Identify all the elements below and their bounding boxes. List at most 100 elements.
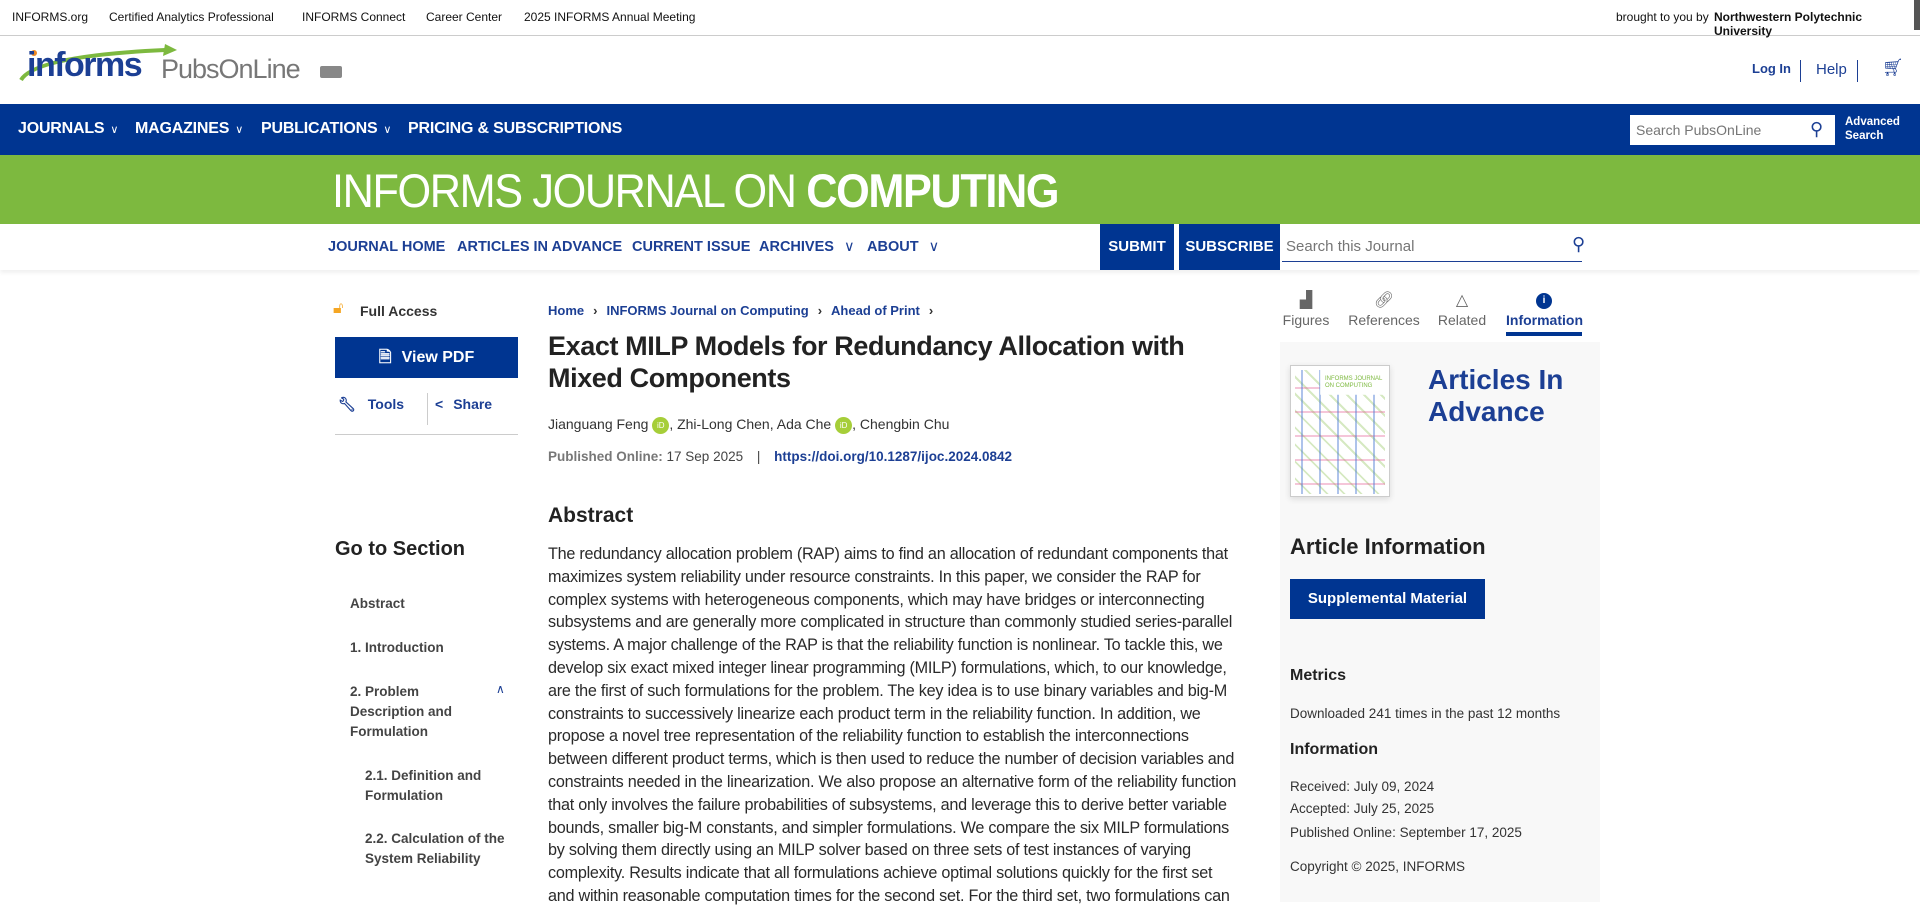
chevron-up-icon[interactable]: ∧ xyxy=(496,682,505,696)
author-link[interactable]: Ada Che xyxy=(776,416,832,432)
orcid-icon[interactable]: iD xyxy=(835,417,853,434)
search-icon[interactable]: ⚲ xyxy=(1810,119,1824,139)
abstract-line: between different product terms, which i… xyxy=(548,750,1235,769)
tools-button[interactable]: 🔧︎ Tools xyxy=(338,396,404,413)
jnav-articles-in-advance[interactable]: ARTICLES IN ADVANCE xyxy=(457,239,623,255)
section-link-problem[interactable]: 2. Problem Description and Formulation xyxy=(350,684,453,739)
goto-section-heading: Go to Section xyxy=(335,538,465,560)
tools-label: Tools xyxy=(367,396,405,412)
tab-related[interactable]: △ Related xyxy=(1436,290,1488,328)
cover-title: INFORMS JOURNAL ON COMPUTING xyxy=(1325,376,1382,390)
abstract-line: by solving them directly using an MILP s… xyxy=(548,841,1191,860)
pubsonline-logo[interactable]: informs PubsOnLine xyxy=(15,44,345,86)
divider xyxy=(1800,60,1801,82)
section-link-2-2[interactable]: 2.2. Calculation of the System Reliabili… xyxy=(365,831,505,866)
breadcrumb-ahead-of-print[interactable]: Ahead of Print xyxy=(831,303,920,318)
section-link-abstract[interactable]: Abstract xyxy=(350,596,405,611)
chevron-right-icon: › xyxy=(928,303,934,318)
pubsonline-search: ⚲ xyxy=(1630,115,1835,145)
nav-magazines[interactable]: MAGAZINES ∨ xyxy=(135,120,243,138)
abstract-line: are the first of such formulations for t… xyxy=(548,681,1227,700)
article-info-heading: Article Information xyxy=(1290,534,1486,559)
pubsonline-search-input[interactable] xyxy=(1630,115,1800,145)
divider xyxy=(427,393,428,425)
view-pdf-button[interactable]: 🗎 View PDF xyxy=(335,337,518,378)
tab-information[interactable]: i Information xyxy=(1506,290,1583,336)
tab-references[interactable]: 🔗︎ References xyxy=(1347,290,1421,328)
tab-label: Related xyxy=(1437,312,1487,328)
journal-banner: INFORMS JOURNAL ON COMPUTING xyxy=(0,155,1920,224)
help-link[interactable]: Help xyxy=(1816,61,1847,78)
tab-figures[interactable]: ▟ Figures xyxy=(1280,290,1332,328)
image-icon: ▟ xyxy=(1299,292,1313,309)
open-lock-icon: 🔓︎ xyxy=(333,300,344,317)
jnav-about[interactable]: ABOUT ∨ xyxy=(867,239,939,255)
supplemental-material-button[interactable]: Supplemental Material xyxy=(1290,579,1485,619)
chevron-right-icon: › xyxy=(817,303,823,318)
nav-pricing[interactable]: PRICING & SUBSCRIPTIONS xyxy=(408,120,623,137)
link-informs-connect[interactable]: INFORMS Connect xyxy=(302,10,406,24)
breadcrumb-journal[interactable]: INFORMS Journal on Computing xyxy=(606,303,809,318)
doi-link[interactable]: https://doi.org/10.1287/ijoc.2024.0842 xyxy=(774,449,1013,464)
submit-button[interactable]: SUBMIT xyxy=(1100,224,1174,270)
author-link[interactable]: Jianguang Feng xyxy=(548,416,649,432)
published-label: Published Online: xyxy=(548,449,663,464)
jnav-journal-home[interactable]: JOURNAL HOME xyxy=(328,239,446,255)
cover-title-line: ON COMPUTING xyxy=(1325,383,1373,389)
advanced-label: Advanced xyxy=(1845,116,1900,128)
search-icon[interactable]: ⚲ xyxy=(1572,234,1586,254)
section-link-2-1[interactable]: 2.1. Definition and Formulation xyxy=(365,768,482,803)
received-date: Received: July 09, 2024 xyxy=(1290,779,1435,794)
abstract-body: The redundancy allocation problem (RAP) … xyxy=(548,543,1258,908)
institution-name: Northwestern Polytechnic University xyxy=(1714,10,1863,38)
information-heading: Information xyxy=(1290,741,1378,758)
abstract-line: and within reasonable computation times … xyxy=(548,886,1230,905)
nav-journals[interactable]: JOURNALS ∨ xyxy=(18,120,118,138)
jnav-archives[interactable]: ARCHIVES ∨ xyxy=(759,239,855,255)
breadcrumb-home[interactable]: Home xyxy=(548,303,585,318)
top-utility-bar: INFORMS.org Certified Analytics Professi… xyxy=(0,0,1920,38)
journal-search-input[interactable] xyxy=(1282,232,1582,262)
chevron-right-icon: › xyxy=(593,303,598,318)
cart-icon[interactable]: 🛒︎ xyxy=(1882,58,1904,77)
share-label: Share xyxy=(453,396,493,412)
scrollbar[interactable] xyxy=(1914,0,1920,30)
journal-cover-image[interactable]: INFORMS JOURNAL ON COMPUTING xyxy=(1290,365,1390,497)
abstract-line: The redundancy allocation problem (RAP) … xyxy=(548,545,1228,563)
pdf-icon: 🗎 xyxy=(378,349,392,366)
link-annual-meeting[interactable]: 2025 INFORMS Annual Meeting xyxy=(524,10,696,24)
logo-swoosh-icon xyxy=(19,44,177,82)
tab-label: References xyxy=(1348,312,1420,328)
title-line: Mixed Components xyxy=(548,363,791,393)
subscribe-button[interactable]: SUBSCRIBE xyxy=(1179,224,1280,270)
nav-label: JOURNALS xyxy=(18,120,105,137)
jnav-current-issue[interactable]: CURRENT ISSUE xyxy=(632,239,751,255)
login-link[interactable]: Log In xyxy=(1752,61,1791,76)
link-cap[interactable]: Certified Analytics Professional xyxy=(109,10,274,24)
section-link-introduction[interactable]: 1. Introduction xyxy=(350,640,444,655)
cover-title-line: INFORMS JOURNAL xyxy=(1325,376,1383,382)
nav-publications[interactable]: PUBLICATIONS ∨ xyxy=(261,120,391,138)
wrench-icon: 🔧︎ xyxy=(338,396,356,412)
link-informs-org[interactable]: INFORMS.org xyxy=(12,10,89,24)
tab-label: Information xyxy=(1506,312,1583,328)
search-label: Search xyxy=(1845,130,1884,142)
author-list: Jianguang Feng iD, Zhi-Long Chen, Ada Ch… xyxy=(548,416,950,434)
copyright: Copyright © 2025, INFORMS xyxy=(1290,859,1466,874)
link-career-center[interactable]: Career Center xyxy=(426,10,503,24)
abstract-heading: Abstract xyxy=(548,504,634,527)
author-link[interactable]: Zhi-Long Chen xyxy=(677,416,770,432)
author-link[interactable]: Chengbin Chu xyxy=(859,416,950,432)
advanced-search-link[interactable]: Advanced Search xyxy=(1845,115,1900,143)
published-date: 17 Sep 2025 xyxy=(666,449,744,464)
orcid-icon[interactable]: iD xyxy=(652,417,670,434)
title-line: Exact MILP Models for Redundancy Allocat… xyxy=(548,331,1185,361)
abstract-line: complexity. Results indicate that all fo… xyxy=(548,864,1213,883)
articles-in-advance-link[interactable]: Articles In Advance xyxy=(1428,364,1564,427)
share-button[interactable]: < Share xyxy=(435,396,492,412)
jnav-label: ARCHIVES xyxy=(759,239,834,255)
abstract-line: propose a novel tree representation of t… xyxy=(548,727,1189,746)
journal-title[interactable]: INFORMS JOURNAL ON COMPUTING xyxy=(332,163,1059,218)
accepted-date: Accepted: July 25, 2025 xyxy=(1290,801,1435,816)
chevron-down-icon: ∨ xyxy=(110,124,119,136)
